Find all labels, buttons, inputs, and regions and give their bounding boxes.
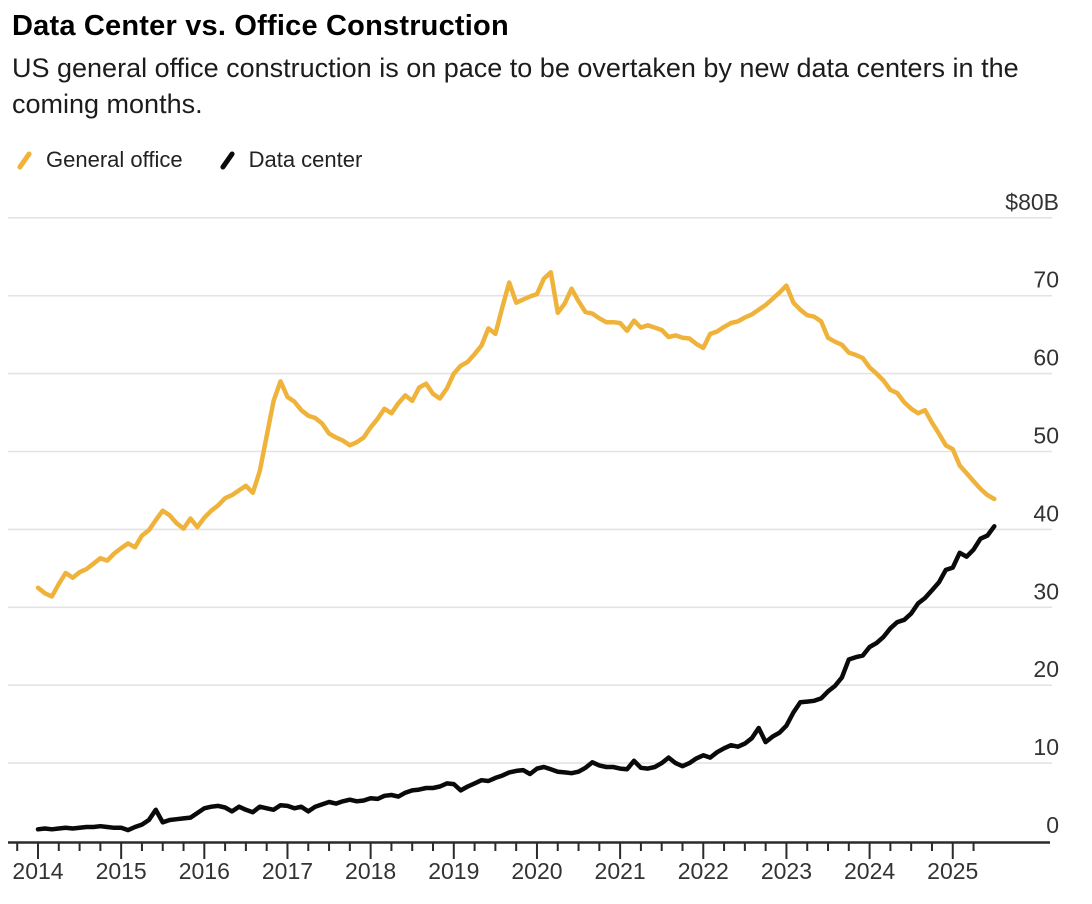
legend-label-data-center: Data center xyxy=(248,147,363,172)
general-office-line-swatch-icon xyxy=(16,149,33,171)
series-line-general-office xyxy=(35,270,997,599)
y-tick-label-30: 30 xyxy=(1033,578,1059,604)
y-tick-label-10: 10 xyxy=(1033,734,1059,760)
y-tick-label-70: 70 xyxy=(1033,267,1059,293)
x-tick-label-2015: 2015 xyxy=(96,858,147,884)
x-tick-label-2014: 2014 xyxy=(12,858,63,884)
x-axis-ticks xyxy=(16,843,975,859)
x-tick-label-2017: 2017 xyxy=(262,858,313,884)
data-center-line-swatch-icon xyxy=(219,149,236,171)
legend: General office Data center xyxy=(14,147,362,173)
x-tick-label-2025: 2025 xyxy=(927,858,978,884)
y-tick-label-40: 40 xyxy=(1033,500,1059,526)
x-tick-label-2023: 2023 xyxy=(761,858,812,884)
y-tick-label-60: 60 xyxy=(1033,345,1059,371)
legend-label-general-office: General office xyxy=(46,147,183,172)
x-tick-label-2024: 2024 xyxy=(844,858,895,884)
x-tick-label-2020: 2020 xyxy=(511,858,562,884)
y-tick-label-50: 50 xyxy=(1033,423,1059,449)
x-tick-label-2022: 2022 xyxy=(678,858,729,884)
y-tick-label-0: 0 xyxy=(1046,812,1059,838)
gridlines xyxy=(8,217,1052,764)
series-lines xyxy=(35,270,997,833)
x-tick-label-2018: 2018 xyxy=(345,858,396,884)
y-axis-labels: $80B 70 60 50 40 30 20 10 0 xyxy=(1005,189,1059,838)
y-tick-label-20: 20 xyxy=(1033,656,1059,682)
x-axis-labels: 2014 2015 2016 2017 2018 2019 2020 2021 2022 2023… xyxy=(12,858,978,884)
legend-item-data-center: Data center xyxy=(217,147,363,173)
series-line-data-center xyxy=(35,524,997,833)
chart-title: Data Center vs. Office Construction xyxy=(12,10,509,42)
chart-subtitle: US general office construction is on pac… xyxy=(12,53,1019,120)
x-tick-label-2019: 2019 xyxy=(428,858,479,884)
y-tick-label-80: $80B xyxy=(1005,189,1059,215)
x-tick-label-2016: 2016 xyxy=(179,858,230,884)
x-tick-label-2021: 2021 xyxy=(595,858,646,884)
legend-item-general-office: General office xyxy=(14,147,183,173)
